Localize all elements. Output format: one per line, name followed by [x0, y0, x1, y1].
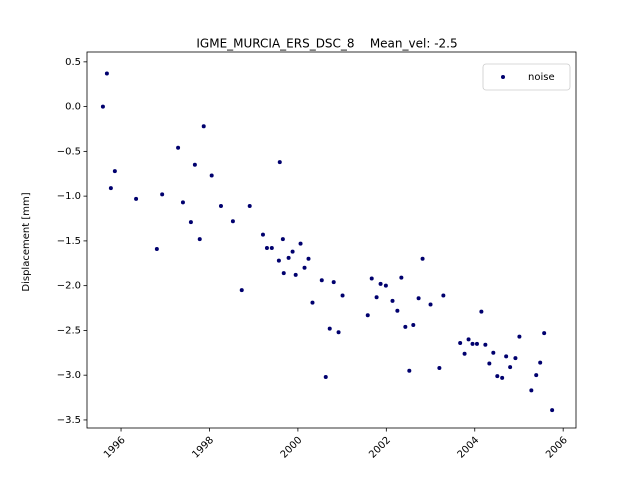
- y-tick-label: −3.5: [57, 415, 81, 426]
- data-point: [293, 272, 298, 277]
- legend-label: noise: [528, 72, 555, 83]
- data-point: [192, 162, 197, 167]
- data-point: [420, 256, 425, 261]
- data-point: [517, 334, 522, 339]
- data-point: [383, 283, 388, 288]
- y-tick-label: −2.0: [57, 281, 81, 292]
- y-tick-label: −1.5: [57, 236, 81, 247]
- x-tick-label: 2000: [279, 435, 305, 461]
- chart-title: IGME_MURCIA_ERS_DSC_8 Mean_vel: -2.5: [196, 37, 457, 51]
- data-point: [365, 313, 370, 318]
- data-point: [513, 356, 518, 361]
- y-tick-label: 0.5: [65, 57, 81, 68]
- data-point: [134, 196, 139, 201]
- data-point: [390, 298, 395, 303]
- data-point: [281, 271, 286, 276]
- y-axis-label: Displacement [mm]: [21, 192, 32, 291]
- data-point: [331, 280, 336, 285]
- data-point: [319, 278, 324, 283]
- data-point: [403, 324, 408, 329]
- x-tick-label: 1998: [190, 435, 216, 461]
- data-point: [428, 302, 433, 307]
- legend-box: [482, 63, 571, 91]
- data-point: [466, 337, 471, 342]
- data-point: [201, 124, 206, 129]
- data-point: [411, 323, 416, 328]
- data-point: [416, 296, 421, 301]
- y-tick-label: −1.0: [57, 191, 81, 202]
- data-point: [160, 192, 165, 197]
- data-point: [336, 330, 341, 335]
- data-point: [470, 341, 475, 346]
- data-point: [374, 295, 379, 300]
- data-point: [264, 246, 269, 251]
- data-point: [491, 350, 496, 355]
- plot-frame: [86, 51, 577, 429]
- data-point: [327, 326, 332, 331]
- data-point: [100, 104, 105, 109]
- y-tick-label: −0.5: [57, 146, 81, 157]
- data-point: [276, 258, 281, 263]
- data-point: [230, 219, 235, 224]
- y-tick-label: −3.0: [57, 370, 81, 381]
- data-point: [180, 200, 185, 205]
- data-point: [508, 365, 513, 370]
- x-tick-label: 2004: [456, 435, 482, 461]
- data-point: [112, 169, 117, 174]
- data-point: [542, 331, 547, 336]
- data-point: [407, 368, 412, 373]
- data-point: [487, 361, 492, 366]
- x-tick-label: 2006: [544, 435, 570, 461]
- data-point: [154, 246, 159, 251]
- data-point: [310, 300, 315, 305]
- data-point: [538, 360, 543, 365]
- data-point: [462, 351, 467, 356]
- x-tick-label: 1996: [102, 435, 128, 461]
- data-point: [108, 186, 113, 191]
- data-point: [437, 366, 442, 371]
- legend-marker: [501, 75, 505, 79]
- y-tick-label: −2.5: [57, 325, 81, 336]
- data-point: [495, 374, 500, 379]
- data-point: [218, 203, 223, 208]
- data-point: [483, 342, 488, 347]
- data-point: [534, 373, 539, 378]
- data-point: [260, 232, 265, 237]
- data-point: [395, 308, 400, 313]
- data-point: [269, 246, 274, 251]
- data-point: [188, 220, 193, 225]
- data-point: [399, 275, 404, 280]
- y-tick-label: 0.0: [65, 102, 81, 113]
- data-point: [290, 249, 295, 254]
- data-point: [277, 160, 282, 165]
- data-point: [474, 341, 479, 346]
- data-point: [298, 241, 303, 246]
- data-point: [500, 375, 505, 380]
- data-point: [550, 408, 555, 413]
- data-point: [209, 173, 214, 178]
- data-point: [340, 293, 345, 298]
- data-point: [306, 256, 311, 261]
- data-point: [104, 71, 109, 76]
- data-point: [302, 265, 307, 270]
- data-point: [458, 340, 463, 345]
- data-point: [197, 237, 202, 242]
- data-point: [378, 281, 383, 286]
- data-point: [441, 293, 446, 298]
- data-point: [369, 276, 374, 281]
- data-point: [286, 255, 291, 260]
- x-tick-label: 2002: [367, 435, 393, 461]
- data-point: [504, 354, 509, 359]
- data-point: [176, 145, 181, 150]
- data-point: [529, 388, 534, 393]
- data-point: [479, 309, 484, 314]
- data-point: [239, 288, 244, 293]
- data-point: [247, 203, 252, 208]
- data-point: [323, 374, 328, 379]
- data-point: [280, 237, 285, 242]
